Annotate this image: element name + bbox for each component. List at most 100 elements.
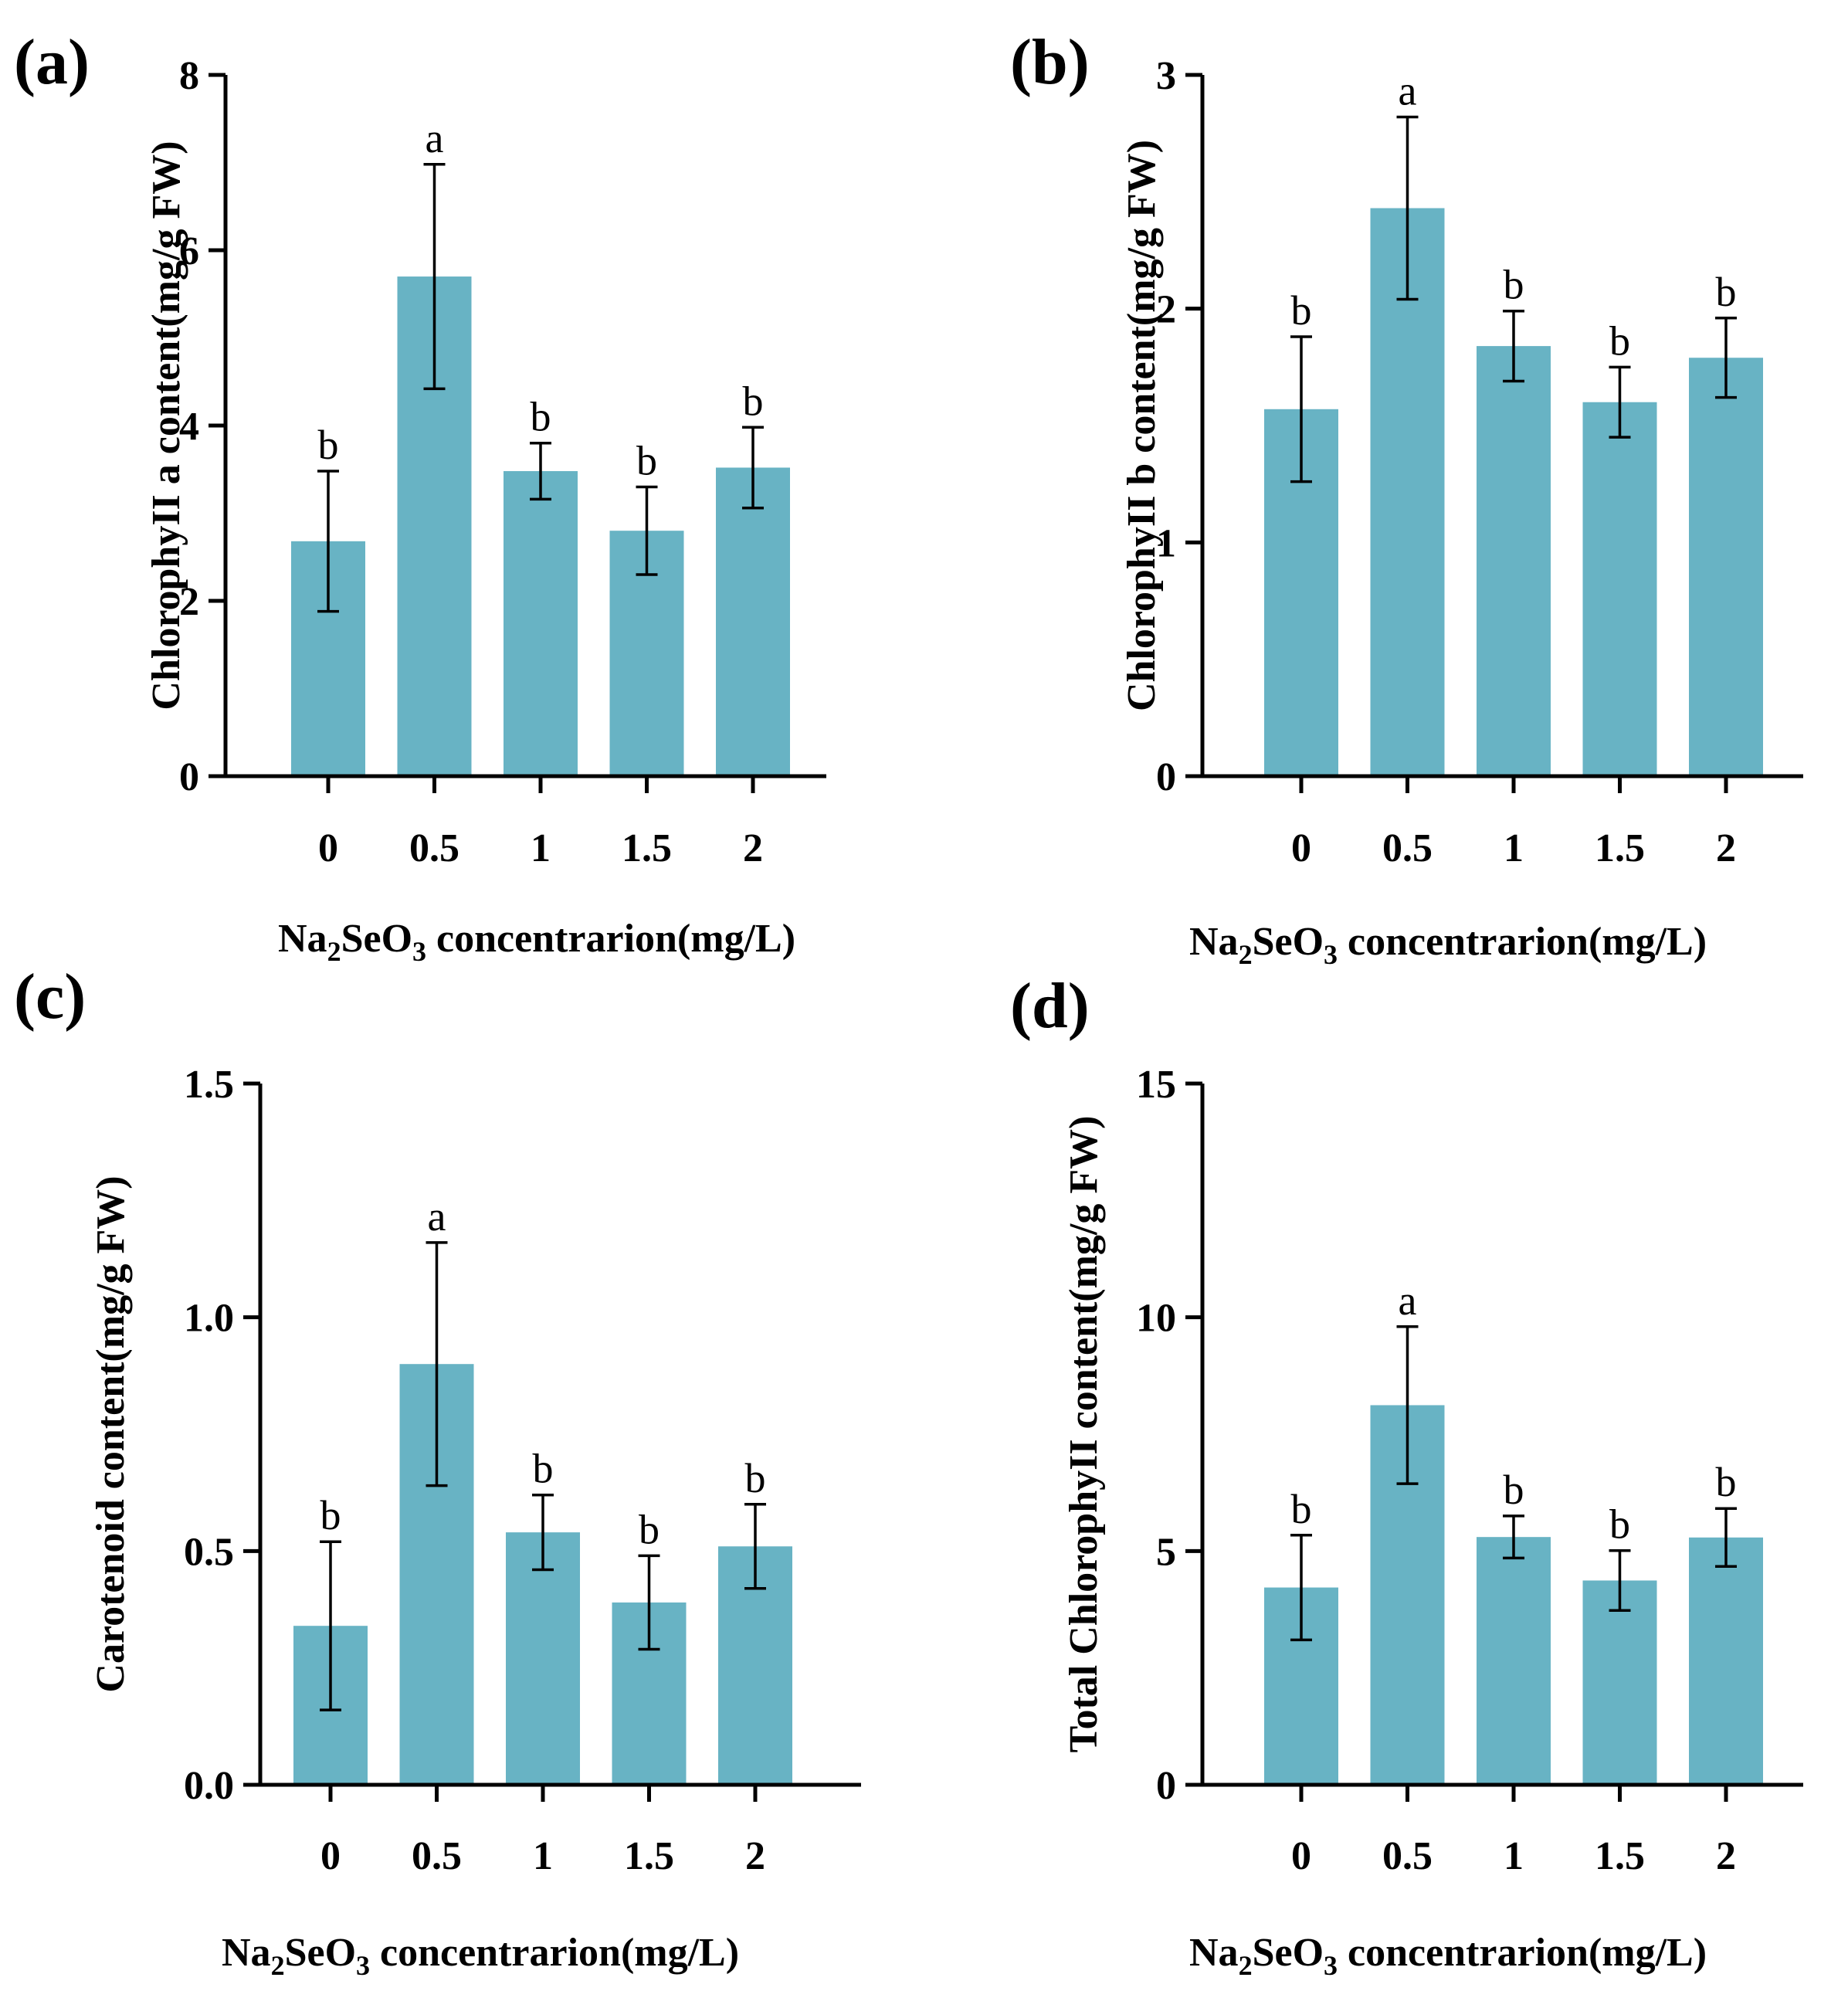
y-tick-label: 6 [179, 229, 199, 273]
error-bar-1 [532, 1493, 554, 1572]
error-bar-1 [1503, 309, 1524, 383]
y-tick-label: 1.0 [184, 1297, 234, 1341]
bar-1 [1477, 1537, 1551, 1785]
chart-panel-d: (d) b a b b b 0 5 10 15 0 0.5 1 1.5 2 Total ChlorophyII… [1010, 970, 1803, 1981]
panel-label: (b) [1010, 26, 1090, 98]
error-bar-1.5 [1609, 365, 1631, 439]
significance-label: b [1291, 287, 1312, 334]
significance-label: a [1399, 67, 1417, 114]
x-tick-label: 2 [743, 826, 763, 870]
significance-label: a [426, 115, 444, 161]
y-tick-label: 8 [179, 54, 199, 98]
x-tick-label: 1 [1504, 1834, 1524, 1878]
error-bar-1.5 [638, 1554, 660, 1651]
x-tick-label: 0.5 [1382, 1834, 1433, 1878]
y-tick-label: 1 [1156, 521, 1176, 565]
error-bar-1 [530, 441, 551, 501]
bar-1 [506, 1532, 580, 1785]
x-tick-label: 0.5 [1382, 826, 1433, 870]
significance-label: b [745, 1455, 766, 1501]
error-bar-1.5 [1609, 1548, 1631, 1612]
y-axis-title: Carotenoid content(mg/g FW) [89, 1175, 133, 1692]
y-tick-label: 2 [179, 580, 199, 624]
significance-label: b [1716, 269, 1737, 315]
y-tick-label: 2 [1156, 288, 1176, 332]
x-axis-title: Na2SeO3 concentrarion(mg/L) [1189, 920, 1707, 970]
significance-label: b [1716, 1459, 1737, 1505]
chart-panel-c: (c) b a b b b 0.0 0.5 1.0 1.5 0 0.5 1 1.5 2 Carotenoid … [14, 961, 861, 1981]
panel-label: (c) [14, 961, 86, 1033]
error-bar-0.5 [1396, 1325, 1419, 1485]
x-tick-label: 1 [1504, 826, 1524, 870]
significance-label: b [1609, 317, 1630, 364]
x-tick-label: 2 [1716, 1834, 1736, 1878]
y-tick-label: 0 [179, 755, 199, 799]
x-tick-label: 1.5 [1595, 826, 1645, 870]
y-tick-label: 3 [1156, 54, 1176, 98]
error-bar-0 [1290, 335, 1312, 483]
x-tick-label: 2 [1716, 826, 1736, 870]
significance-label: b [1291, 1486, 1312, 1532]
error-bar-0 [1290, 1534, 1312, 1642]
x-tick-label: 2 [745, 1834, 765, 1878]
y-axis-title: Total ChlorophyII content(mg/g FW) [1062, 1116, 1106, 1753]
x-axis-title: Na2SeO3 concentrarion(mg/L) [278, 917, 795, 967]
error-bar-0 [317, 470, 339, 613]
y-axis-title: ChlorophyII b content(mg/g FW) [1120, 140, 1164, 711]
x-tick-label: 0 [318, 826, 338, 870]
error-bar-0 [320, 1540, 341, 1711]
bar-1 [504, 471, 578, 776]
bar-1.5 [1582, 1580, 1657, 1785]
bar-2 [1689, 358, 1763, 776]
x-axis-title: Na2SeO3 concentrarion(mg/L) [1189, 1931, 1707, 1981]
y-tick-label: 0.5 [184, 1530, 234, 1574]
x-tick-label: 0 [320, 1834, 341, 1878]
y-tick-label: 5 [1156, 1530, 1176, 1574]
x-tick-label: 1.5 [622, 826, 672, 870]
error-bar-0.5 [1396, 115, 1419, 301]
significance-label: b [1609, 1501, 1630, 1548]
significance-label: b [320, 1492, 341, 1538]
x-tick-label: 1.5 [1595, 1834, 1645, 1878]
significance-label: b [533, 1446, 554, 1492]
y-tick-label: 4 [179, 405, 199, 449]
x-tick-label: 1 [533, 1834, 553, 1878]
x-tick-label: 0 [1291, 826, 1311, 870]
y-tick-label: 15 [1136, 1063, 1176, 1107]
significance-label: b [1504, 1467, 1524, 1513]
bar-2 [716, 467, 790, 776]
y-tick-label: 0.0 [184, 1764, 234, 1808]
x-axis-title: Na2SeO3 concentrarion(mg/L) [222, 1931, 739, 1981]
y-tick-label: 0 [1156, 1764, 1176, 1808]
significance-label: b [639, 1506, 660, 1552]
significance-label: b [1504, 262, 1524, 308]
x-tick-label: 1 [531, 826, 551, 870]
error-bar-2 [1715, 1507, 1737, 1569]
error-bar-0.5 [426, 1241, 448, 1487]
error-bar-2 [742, 426, 764, 510]
x-tick-label: 0.5 [409, 826, 459, 870]
x-tick-label: 1.5 [624, 1834, 674, 1878]
error-bar-1.5 [636, 485, 658, 576]
bar-0.5 [1370, 208, 1445, 776]
bar-2 [1689, 1537, 1763, 1785]
bar-1.5 [1582, 402, 1657, 776]
error-bar-1 [1503, 1514, 1524, 1560]
y-tick-label: 1.5 [184, 1063, 234, 1107]
error-bar-2 [744, 1503, 766, 1590]
y-tick-label: 10 [1136, 1297, 1176, 1341]
panel-label: (a) [14, 26, 90, 98]
significance-label: a [1399, 1277, 1417, 1324]
x-tick-label: 0.5 [412, 1834, 462, 1878]
significance-label: b [318, 422, 339, 468]
panel-label: (d) [1010, 970, 1090, 1042]
x-tick-label: 0 [1291, 1834, 1311, 1878]
significance-label: a [428, 1193, 446, 1240]
significance-label: b [531, 394, 551, 440]
significance-label: b [743, 378, 764, 424]
y-tick-label: 0 [1156, 755, 1176, 799]
error-bar-0.5 [423, 163, 446, 391]
